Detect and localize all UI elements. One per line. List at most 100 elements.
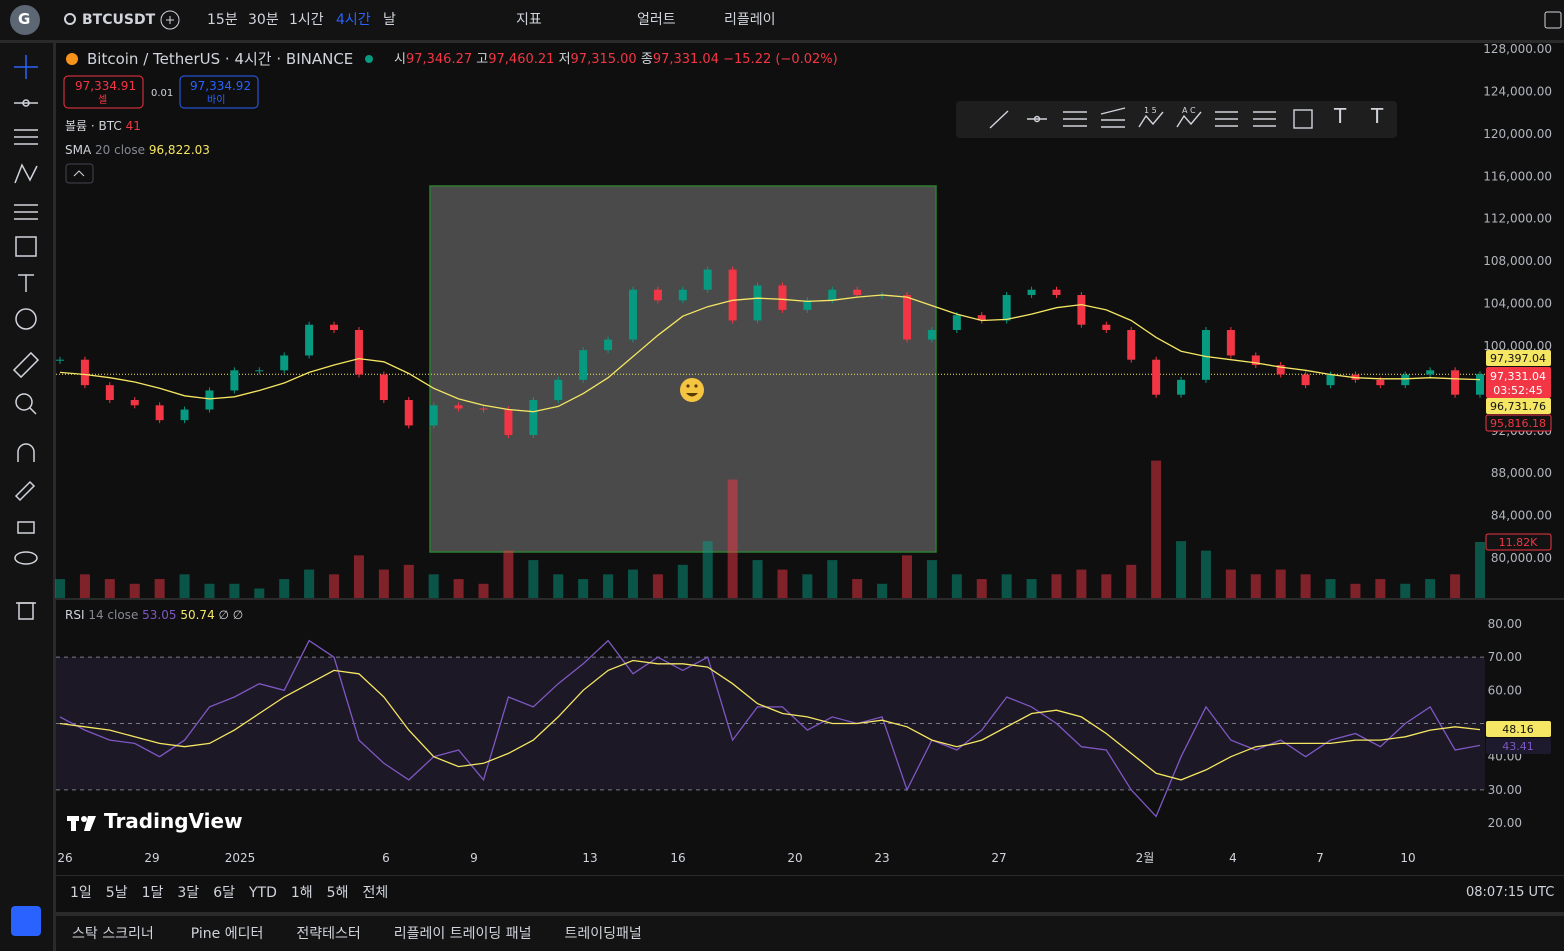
candle (1251, 355, 1260, 366)
candle (504, 409, 513, 435)
candle (1102, 324, 1111, 331)
buy-label: 바이 (207, 95, 226, 106)
sell-button[interactable] (63, 75, 144, 109)
range-button[interactable]: 1달 (141, 885, 164, 901)
volume-bar (1450, 574, 1461, 598)
volume-bar (1325, 579, 1336, 598)
separator (56, 875, 1564, 876)
panel-tab[interactable]: Pine 에디터 (190, 926, 264, 942)
candle (80, 359, 89, 386)
volume-bar (304, 569, 315, 598)
volume-bar (578, 579, 589, 598)
left-icons (12, 55, 40, 620)
name: SMA (65, 143, 92, 157)
range-button[interactable]: 1해 (290, 885, 313, 901)
volume-bar (827, 560, 838, 598)
icon (73, 170, 85, 177)
panel-tab[interactable]: 스탁 스크리너 (72, 926, 154, 942)
panel-tab[interactable]: 전략테스터 (296, 926, 361, 942)
price-tick-label: 100,000.00 (1483, 339, 1552, 353)
date-tick-label: 2025 (225, 851, 256, 865)
volume-bar (428, 574, 439, 598)
candle (305, 324, 314, 356)
candle (753, 285, 762, 321)
panel-tab[interactable]: 리플레이 트레이딩 패널 (393, 926, 532, 942)
range-button[interactable]: 3달 (177, 885, 200, 901)
candle (155, 405, 164, 421)
date-tick-label: 26 (57, 851, 72, 865)
candle (1451, 370, 1460, 395)
params: 14 close (88, 608, 139, 622)
emoji-sticker[interactable] (680, 378, 704, 402)
alert[interactable]: 얼러트 (637, 12, 676, 28)
interval[interactable]: 1시간 (289, 12, 324, 28)
panel-tabs: 스탁 스크리너 Pine 에디터 전략테스터 리플레이 트레이딩 패널 트레이딩패널 (72, 926, 642, 942)
candle (1401, 374, 1410, 386)
avatar[interactable]: G (18, 10, 31, 28)
range-button[interactable]: YTD (248, 885, 277, 901)
range-button[interactable]: 5해 (326, 885, 349, 901)
separator (53, 43, 56, 951)
volume-bar (1275, 569, 1286, 598)
volume-bar (279, 579, 290, 598)
value: 97,331.04 (652, 52, 719, 67)
range-button[interactable]: 6달 (213, 885, 235, 901)
date-tick-label: 7 (1316, 851, 1324, 865)
coin-icon (66, 53, 78, 65)
value: 97,346.27 (405, 52, 473, 67)
symbol-title: Bitcoin / TetherUS · 4시간 · BINANCE (87, 50, 354, 68)
indicators[interactable]: 지표 (516, 12, 542, 28)
volume-bar (902, 555, 913, 598)
volume-bar (852, 579, 863, 598)
candle (628, 289, 637, 340)
range-button[interactable]: 전체 (362, 885, 389, 901)
layout-icon[interactable] (1544, 11, 1562, 29)
price-tick-label: 84,000.00 (1491, 509, 1552, 523)
volume-bar (79, 574, 90, 598)
volume-bar (403, 564, 414, 598)
rsi-legend: RSI 14 close 53.05 50.74 ∅ ∅ (65, 607, 243, 623)
range-button[interactable]: 5날 (105, 885, 128, 901)
separator (0, 40, 1564, 43)
drawing-toolbar (956, 101, 1397, 138)
avatar-bg[interactable] (10, 5, 40, 35)
volume-bar (1126, 564, 1137, 598)
search-icon[interactable] (64, 13, 76, 25)
candle (977, 315, 986, 321)
text-tool[interactable]: T (1334, 104, 1347, 128)
panel-tab[interactable]: 트레이딩패널 (564, 926, 642, 942)
candle (853, 289, 862, 296)
replay[interactable]: 리플레이 (724, 12, 776, 28)
label: 고 (476, 52, 489, 67)
rectangle-drawing[interactable] (429, 185, 937, 553)
price-tick-label: 124,000.00 (1483, 84, 1552, 98)
rsi-tick-label: 70.00 (1488, 650, 1522, 664)
anchored-text-tool[interactable]: T (1371, 104, 1384, 128)
interval-active[interactable]: 4시간 (336, 12, 371, 28)
price-label: 96,731.76 (1490, 400, 1546, 413)
range-button[interactable]: 1일 (70, 885, 92, 901)
interval[interactable]: 날 (383, 12, 396, 28)
rsi-ma-label-bg (1486, 721, 1551, 737)
extra: ∅ ∅ (218, 608, 244, 622)
favorites-button[interactable] (11, 906, 41, 936)
volume-bar (603, 574, 614, 598)
add-symbol[interactable] (160, 10, 180, 30)
volume-bar (877, 583, 888, 598)
buy-button[interactable] (179, 75, 259, 109)
interval[interactable]: 30분 (248, 12, 279, 28)
candle (1027, 289, 1036, 296)
price-label-bg (1486, 398, 1551, 414)
candle (903, 295, 912, 340)
collapse-button[interactable] (65, 163, 94, 184)
interval[interactable]: 15분 (207, 12, 238, 28)
volume-bar (478, 583, 489, 598)
value: 50.74 (180, 608, 215, 622)
date-tick-label: 16 (670, 851, 685, 865)
symbol[interactable]: BTCUSDT (82, 12, 156, 28)
range-bar: 1일 5날 1달 3달 6달 YTD 1해 5해 전체 (70, 885, 402, 901)
candle (728, 269, 737, 321)
name: 볼륨 · BTC (65, 119, 122, 133)
price-tick-label: 80,000.00 (1491, 551, 1552, 565)
